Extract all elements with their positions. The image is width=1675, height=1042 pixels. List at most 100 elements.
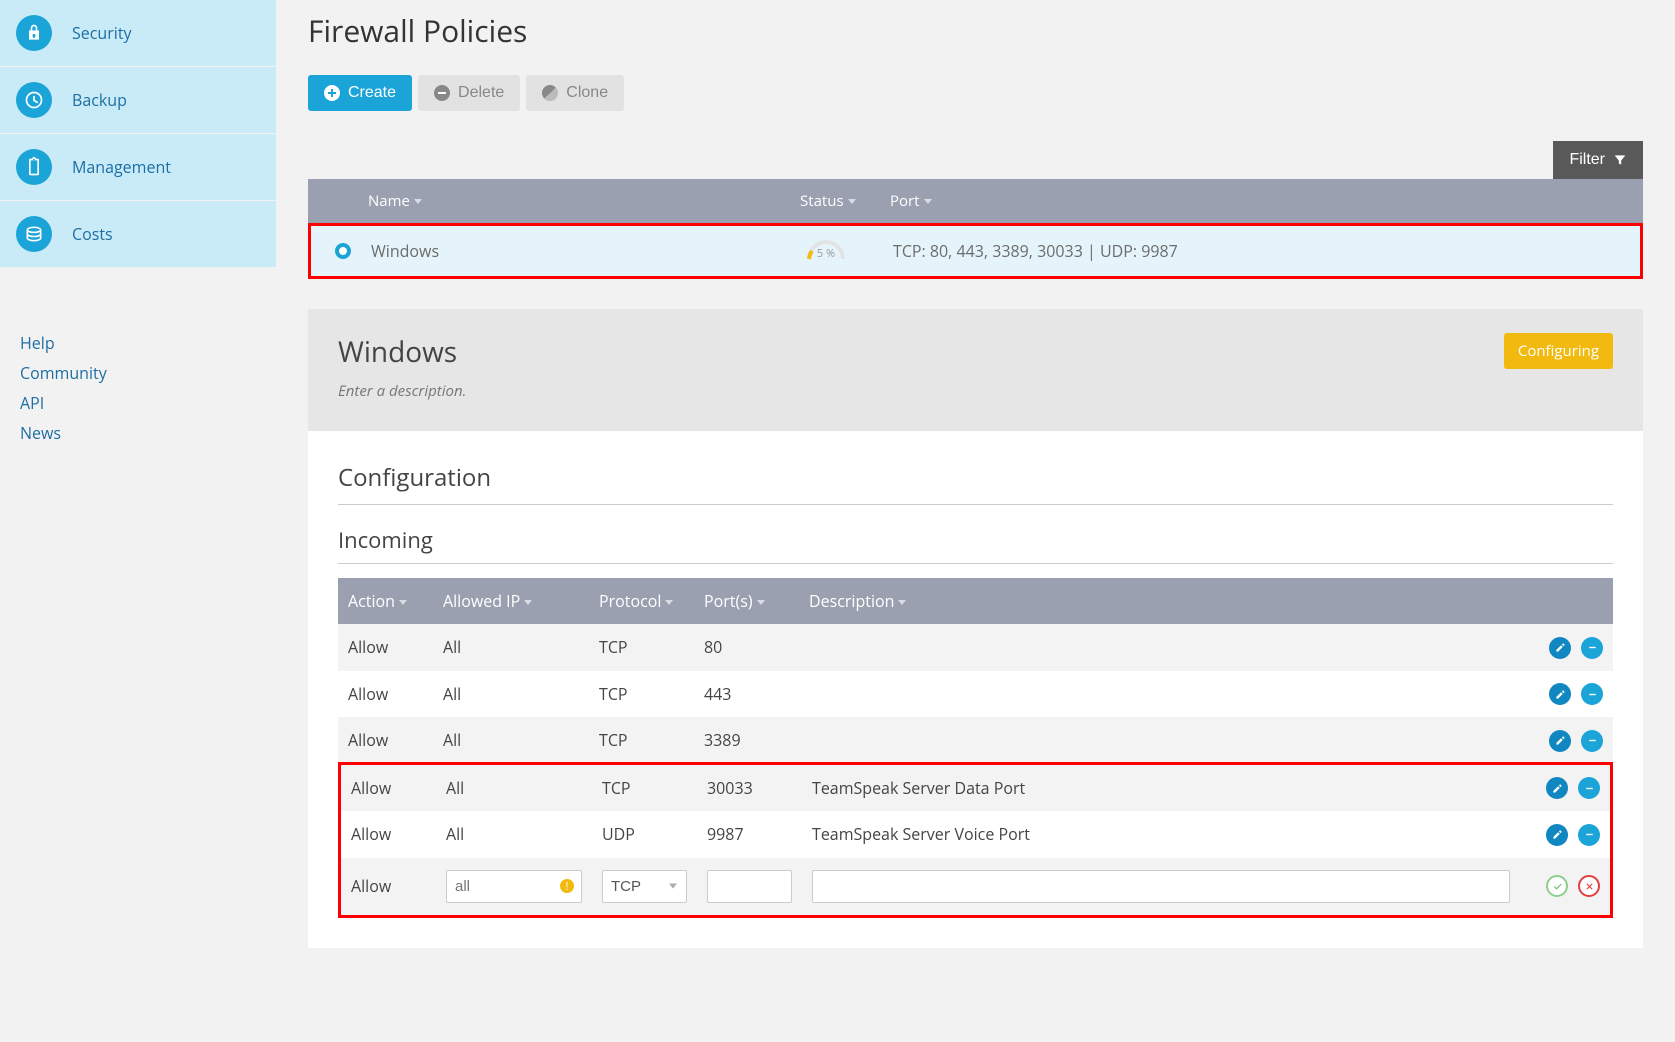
cell-action: Allow — [341, 811, 436, 858]
remove-button[interactable] — [1581, 683, 1603, 705]
cell-desc — [799, 717, 1523, 764]
edit-button[interactable] — [1549, 683, 1571, 705]
cell-proto: TCP — [589, 624, 694, 671]
remove-button[interactable] — [1581, 730, 1603, 752]
detail-description[interactable]: Enter a description. — [338, 381, 466, 401]
th-proto[interactable]: Protocol — [589, 578, 694, 624]
delete-button[interactable]: Delete — [418, 75, 520, 111]
funnel-icon — [1613, 153, 1627, 167]
policies-header: Name Status Port — [308, 179, 1643, 223]
sidebar-item-security[interactable]: Security — [0, 0, 276, 67]
edit-button[interactable] — [1549, 730, 1571, 752]
th-action[interactable]: Action — [338, 578, 433, 624]
th-ip[interactable]: Allowed IP — [433, 578, 589, 624]
th-ports[interactable]: Port(s) — [694, 578, 799, 624]
coins-icon — [16, 216, 52, 252]
plus-icon — [324, 85, 340, 101]
config-section: Configuration Incoming Action Allowed IP… — [308, 431, 1643, 948]
cell-proto: TCP — [589, 671, 694, 718]
status-badge: Configuring — [1504, 333, 1613, 369]
remove-button[interactable] — [1578, 777, 1600, 799]
gauge-icon: 5 % — [803, 237, 849, 261]
cell-proto: UDP — [592, 811, 697, 858]
col-name[interactable]: Name — [360, 191, 800, 211]
cell-ip: All — [433, 624, 589, 671]
ports-input[interactable] — [707, 870, 792, 903]
cell-proto: TCP — [592, 765, 697, 812]
incoming-heading: Incoming — [338, 525, 1613, 564]
sidebar-item-label: Backup — [72, 89, 127, 111]
cell-desc — [799, 671, 1523, 718]
policy-port: TCP: 80, 443, 3389, 30033 | UDP: 9987 — [893, 240, 1628, 262]
description-input[interactable] — [812, 870, 1510, 903]
cell-action: Allow — [338, 671, 433, 718]
cancel-button[interactable] — [1578, 875, 1600, 897]
col-status[interactable]: Status — [800, 191, 890, 211]
edit-button[interactable] — [1549, 637, 1571, 659]
confirm-button[interactable] — [1546, 875, 1568, 897]
table-row: AllowAllTCP3389 — [338, 717, 1613, 764]
cell-action: Allow — [341, 765, 436, 812]
rules-table: Action Allowed IP Protocol Port(s) Descr… — [338, 578, 1613, 764]
cell-action: Allow — [341, 858, 436, 915]
cell-ports: 3389 — [694, 717, 799, 764]
cell-desc: TeamSpeak Server Data Port — [802, 765, 1520, 812]
link-news[interactable]: News — [20, 418, 256, 448]
table-row: AllowAllTCP30033TeamSpeak Server Data Po… — [341, 765, 1610, 812]
main-content: Firewall Policies Create Delete Clone Fi… — [276, 0, 1675, 988]
sidebar: Security Backup Management Costs Help Co… — [0, 0, 276, 988]
lock-icon — [16, 15, 52, 51]
link-help[interactable]: Help — [20, 328, 256, 358]
th-desc[interactable]: Description — [799, 578, 1523, 624]
table-row: AllowAllTCP80 — [338, 624, 1613, 671]
remove-button[interactable] — [1581, 637, 1603, 659]
edit-button[interactable] — [1546, 824, 1568, 846]
detail-header: Windows Enter a description. Configuring — [308, 309, 1643, 431]
clipboard-icon — [16, 149, 52, 185]
cell-ports: 30033 — [697, 765, 802, 812]
protocol-select[interactable] — [602, 870, 687, 903]
link-community[interactable]: Community — [20, 358, 256, 388]
sidebar-item-management[interactable]: Management — [0, 134, 276, 201]
highlighted-rules: AllowAllTCP30033TeamSpeak Server Data Po… — [338, 762, 1613, 918]
cell-ports: 443 — [694, 671, 799, 718]
page-title: Firewall Policies — [308, 10, 1643, 51]
edit-button[interactable] — [1546, 777, 1568, 799]
table-row: AllowAllUDP9987TeamSpeak Server Voice Po… — [341, 811, 1610, 858]
create-button[interactable]: Create — [308, 75, 412, 111]
cell-desc — [799, 624, 1523, 671]
cell-ip: All — [433, 671, 589, 718]
policy-status: 5 % — [803, 237, 893, 265]
sidebar-item-backup[interactable]: Backup — [0, 67, 276, 134]
remove-button[interactable] — [1578, 824, 1600, 846]
clock-icon — [16, 82, 52, 118]
policy-name: Windows — [363, 240, 803, 262]
cell-proto: TCP — [589, 717, 694, 764]
cell-ip: All — [436, 765, 592, 812]
cell-ip: All — [433, 717, 589, 764]
cell-ports: 9987 — [697, 811, 802, 858]
cell-ip: All — [436, 811, 592, 858]
radio-selected-icon[interactable] — [335, 243, 351, 259]
policy-row[interactable]: Windows 5 % TCP: 80, 443, 3389, 30033 | … — [308, 223, 1643, 279]
link-api[interactable]: API — [20, 388, 256, 418]
sidebar-item-costs[interactable]: Costs — [0, 201, 276, 268]
cell-action: Allow — [338, 717, 433, 764]
cell-ports: 80 — [694, 624, 799, 671]
toolbar: Create Delete Clone — [308, 75, 1643, 111]
config-heading: Configuration — [338, 461, 1613, 505]
new-rule-row: Allow! — [341, 858, 1610, 915]
clone-icon — [542, 85, 558, 101]
clone-button[interactable]: Clone — [526, 75, 624, 111]
table-row: AllowAllTCP443 — [338, 671, 1613, 718]
cell-action: Allow — [338, 624, 433, 671]
sidebar-item-label: Costs — [72, 223, 113, 245]
detail-title: Windows — [338, 333, 466, 371]
sidebar-item-label: Security — [72, 22, 132, 44]
filter-button[interactable]: Filter — [1553, 141, 1643, 179]
minus-icon — [434, 85, 450, 101]
col-port[interactable]: Port — [890, 191, 1631, 211]
sidebar-item-label: Management — [72, 156, 171, 178]
cell-desc: TeamSpeak Server Voice Port — [802, 811, 1520, 858]
footer-links: Help Community API News — [0, 268, 276, 468]
